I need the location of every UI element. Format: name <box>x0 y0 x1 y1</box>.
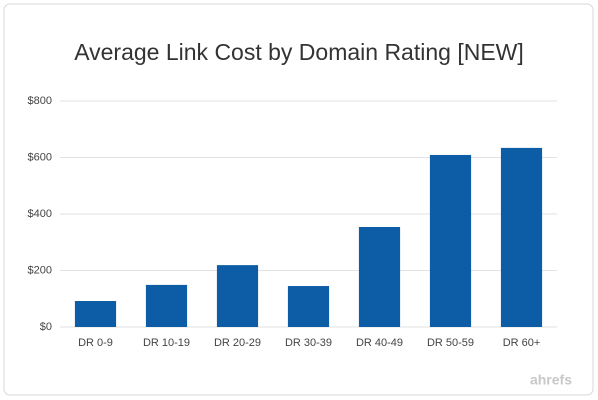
bar <box>145 284 188 327</box>
y-tick-label: $400 <box>28 208 52 220</box>
bar <box>358 226 401 327</box>
x-tick-label: DR 20-29 <box>214 337 261 349</box>
bar <box>287 286 330 327</box>
x-tick-label: DR 0-9 <box>78 337 113 349</box>
x-tick-label: DR 50-59 <box>427 337 474 349</box>
y-tick-label: $200 <box>28 264 52 276</box>
x-tick-label: DR 60+ <box>503 337 541 349</box>
watermark: ahrefs <box>530 372 572 388</box>
x-tick-label: DR 30-39 <box>285 337 332 349</box>
bar <box>74 301 117 327</box>
y-tick-label: $800 <box>28 95 52 107</box>
bar <box>216 265 259 327</box>
bar <box>500 147 543 327</box>
x-tick-label: DR 40-49 <box>356 337 403 349</box>
y-tick-label: $0 <box>40 321 52 333</box>
y-tick-label: $600 <box>28 151 52 163</box>
chart-title: Average Link Cost by Domain Rating [NEW] <box>74 39 524 65</box>
x-tick-label: DR 10-19 <box>143 337 190 349</box>
bar <box>429 154 472 327</box>
